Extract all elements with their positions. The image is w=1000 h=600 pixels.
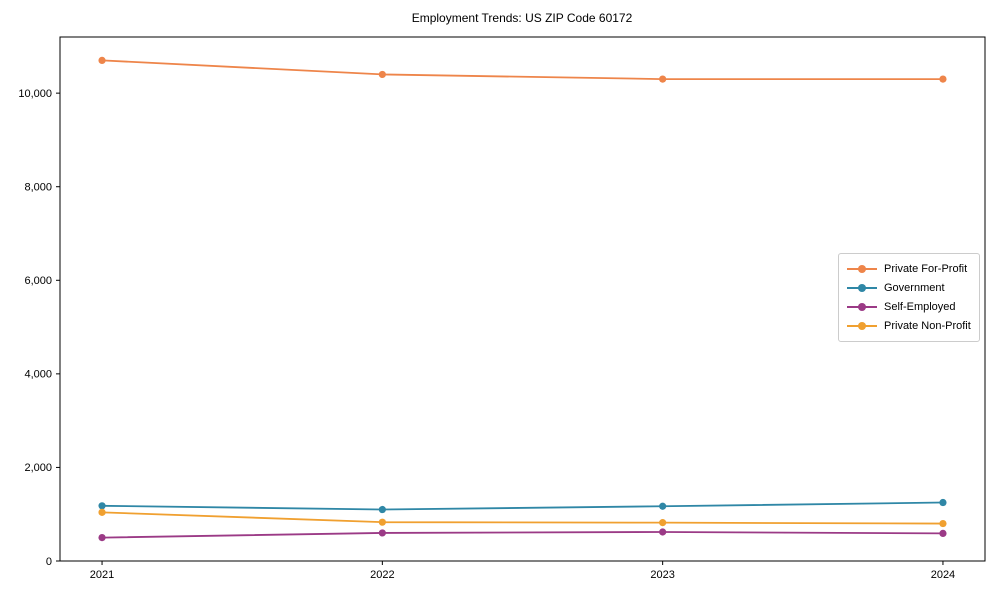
legend-line-marker-icon [847, 302, 877, 312]
data-point-marker [939, 498, 947, 507]
data-point-marker [939, 75, 947, 83]
x-axis-tick-label: 2022 [370, 569, 394, 581]
legend-item-label: Government [884, 282, 945, 295]
y-axis-tick-label: 0 [46, 556, 52, 568]
data-point-marker [659, 519, 667, 527]
series-line-government [101, 501, 944, 511]
series-line-private-for-profit [101, 59, 944, 81]
legend-item-label: Self-Employed [884, 300, 956, 313]
series-line-self-employed [101, 531, 944, 539]
y-axis-tick-label: 10,000 [18, 88, 52, 100]
x-axis-tick-label: 2024 [931, 569, 955, 581]
legend-line-marker-icon [847, 321, 877, 331]
data-point-marker [98, 508, 106, 516]
y-axis-tick-label: 8,000 [24, 182, 52, 194]
legend: Private For-Profit Government Self-Employe… [838, 253, 980, 342]
legend-line-marker-icon [847, 283, 877, 293]
data-point-marker [378, 529, 386, 537]
data-point-marker [939, 529, 947, 537]
data-point-marker [659, 502, 667, 510]
data-point-marker [98, 534, 106, 542]
data-point-marker [98, 56, 106, 64]
y-axis-tick-label: 6,000 [24, 275, 52, 287]
data-point-marker [98, 502, 106, 510]
chart-title: Employment Trends: US ZIP Code 60172 [411, 11, 633, 25]
data-point-marker [939, 519, 947, 528]
data-point-marker [659, 75, 667, 83]
data-point-marker [378, 518, 386, 526]
y-axis-tick-label: 2,000 [24, 462, 52, 474]
data-point-marker [378, 505, 386, 514]
legend-item: Private Non-Profit [847, 316, 971, 335]
y-axis-tick-label: 4,000 [24, 369, 52, 381]
legend-line-marker-icon [847, 264, 877, 274]
legend-item-label: Private For-Profit [884, 263, 968, 276]
plot-border [59, 36, 986, 562]
x-axis-tick-label: 2023 [650, 569, 674, 581]
legend-item: Private For-Profit [847, 260, 971, 279]
x-axis-tick-label: 2021 [90, 569, 114, 581]
data-point-marker [659, 528, 667, 536]
data-point-marker [378, 70, 386, 79]
legend-item: Self-Employed [847, 298, 971, 317]
series-line-private-non-profit [101, 511, 944, 525]
legend-item: Government [847, 279, 971, 298]
legend-item-label: Private Non-Profit [884, 319, 971, 332]
